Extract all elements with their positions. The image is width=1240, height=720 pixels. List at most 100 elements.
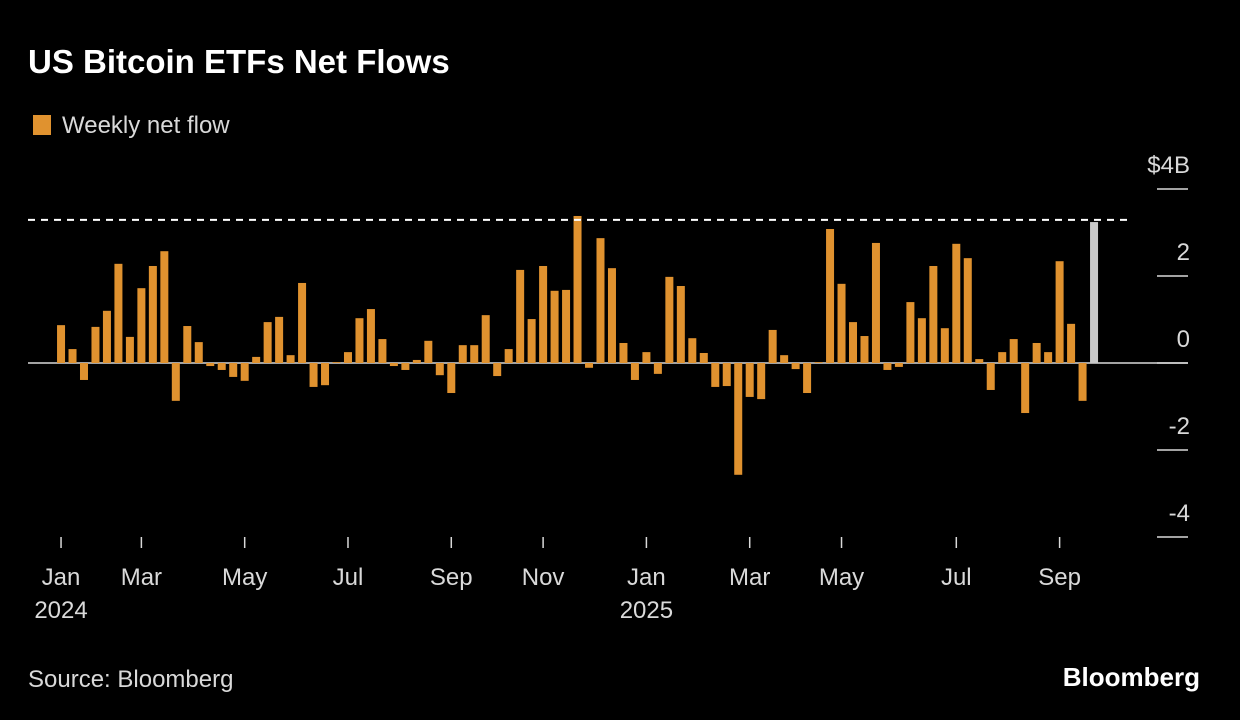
x-tick-label: Sep [1038,564,1081,591]
bar [206,363,215,367]
y-tick-label: 2 [1177,239,1190,266]
bar [734,363,743,475]
bar [309,363,318,387]
x-tick-label: Jan 2024 [34,564,87,624]
bar [607,268,616,363]
bar [102,310,111,363]
bar [871,242,880,363]
bar [447,363,456,394]
bar [780,355,789,363]
bar [826,229,835,363]
bar [263,322,272,363]
bar [355,318,364,363]
source: Source: Bloomberg [28,666,233,693]
bar [940,328,949,363]
bar [321,363,330,386]
y-tick-label: -4 [1169,500,1190,527]
bar [57,325,66,363]
x-tick-label: Jan 2025 [620,564,673,624]
bar [619,342,628,363]
bar [217,363,226,370]
legend-label: Weekly net flow [62,112,230,139]
bar [906,302,915,363]
bar [1009,339,1018,363]
bar [539,265,548,363]
bar [229,363,238,377]
bar [516,269,525,363]
bar [1044,352,1053,363]
bar [1055,261,1064,363]
bar [722,363,731,387]
bar [803,363,812,394]
bar [332,362,341,363]
bar [849,322,858,363]
bar [757,363,766,400]
bar [240,363,249,381]
bar [470,345,479,363]
x-tick-label: Jul [941,564,972,591]
bar [91,326,100,363]
bar [688,338,697,363]
bar [998,352,1007,363]
bar [378,339,387,363]
x-tick-label: Nov [522,564,565,591]
bar [435,363,444,376]
bar [114,263,123,363]
bar [837,283,846,363]
bar [298,282,307,363]
bar [550,290,559,363]
bar [68,349,77,363]
bar [986,363,995,390]
bar [665,276,674,363]
x-tick-label: Sep [430,564,473,591]
bar [642,352,651,363]
legend-swatch [33,115,51,135]
x-tick-label: Mar [121,564,162,591]
bar [1032,342,1041,363]
bar [963,258,972,363]
bar [585,363,594,368]
bar [630,363,639,380]
bar [286,355,295,363]
y-tick-label: -2 [1169,413,1190,440]
bar [160,251,169,363]
y-tick-label: $4B [1147,152,1190,179]
bar [676,286,685,363]
bar [366,309,375,363]
bar [1078,363,1087,401]
bar [137,288,146,363]
x-tick-label: May [819,564,864,591]
bar [1067,323,1076,363]
x-tick-label: Mar [729,564,770,591]
bar [791,363,800,370]
bar [596,238,605,363]
bar [401,363,410,370]
bar [148,265,157,363]
bar [1090,222,1099,363]
bar [929,265,938,363]
chart-title: US Bitcoin ETFs Net Flows [28,43,450,80]
bar [883,363,892,370]
bar [527,319,536,363]
bar [389,363,398,367]
bar [424,340,433,363]
bar [194,342,203,363]
bar [860,336,869,363]
bar [573,215,582,363]
bar [183,326,192,363]
brand: Bloomberg [1063,662,1200,692]
bar [975,359,984,363]
bar [481,315,490,363]
y-tick-label: 0 [1177,326,1190,353]
bar [952,243,961,363]
bar [252,356,261,363]
bar [79,363,88,380]
bar [458,345,467,363]
bar [412,359,421,363]
bar [343,352,352,363]
bar [562,289,571,363]
bar [504,349,513,363]
bar [711,363,720,387]
bar [917,318,926,363]
